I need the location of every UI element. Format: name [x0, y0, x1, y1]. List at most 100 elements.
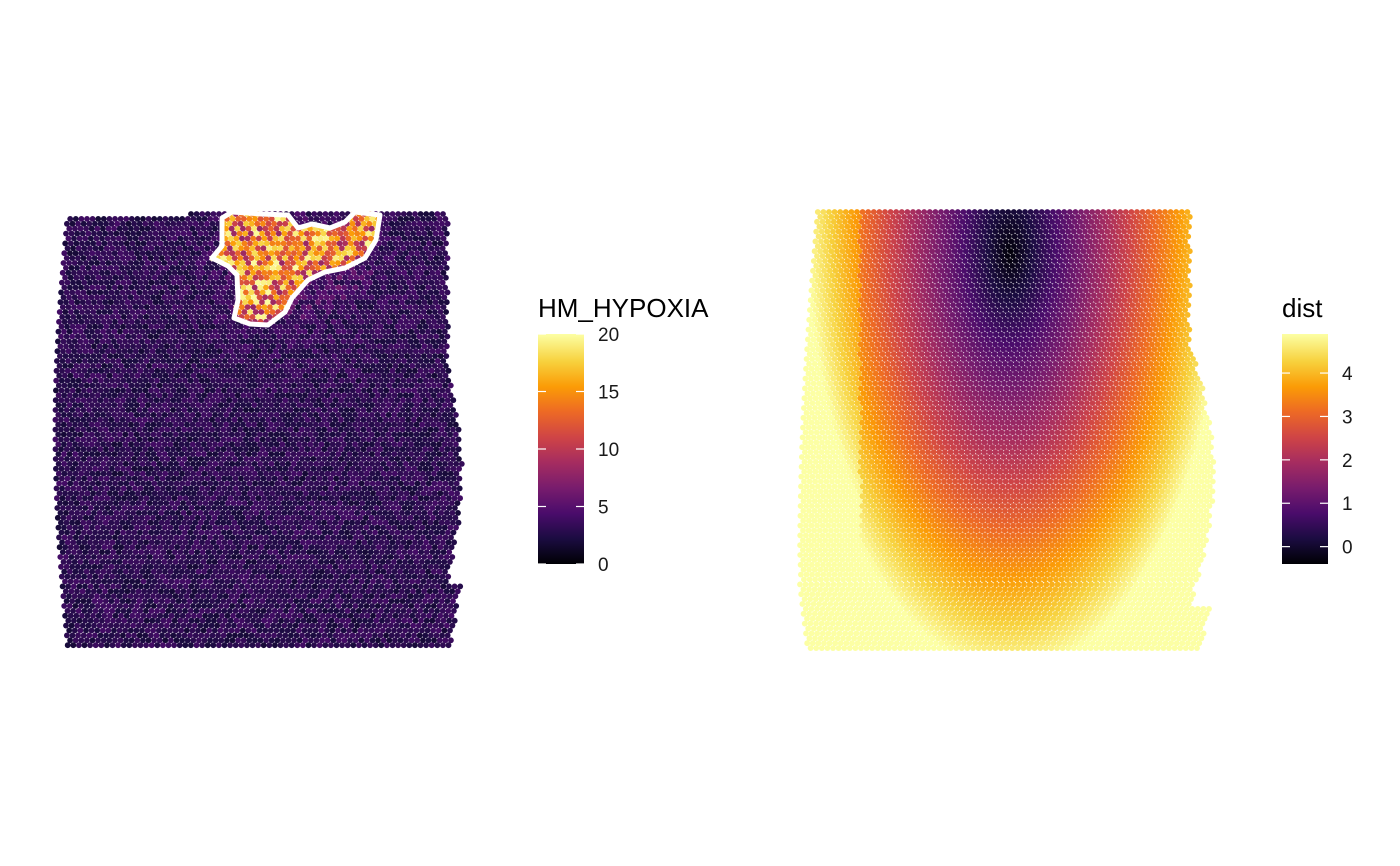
hypoxia-spot	[312, 294, 319, 301]
hypoxia-spot	[356, 539, 362, 546]
hypoxia-spot	[407, 348, 414, 355]
hypoxia-spot	[106, 470, 113, 477]
hypoxia-spot	[363, 328, 370, 335]
hypoxia-spot	[352, 402, 359, 408]
hypoxia-spot	[77, 441, 84, 448]
hypoxia-spot	[120, 485, 127, 492]
hypoxia-spot	[302, 461, 308, 467]
hypoxia-spot	[217, 412, 224, 418]
hypoxia-spot	[136, 446, 143, 453]
hypoxia-spot	[301, 328, 308, 335]
hypoxia-spot	[431, 240, 438, 247]
hypoxia-spot	[148, 465, 155, 472]
hypoxia-spot	[128, 524, 135, 531]
hypoxia-spot	[109, 323, 115, 330]
hypoxia-spot	[357, 421, 364, 428]
hypoxia-spot	[307, 524, 314, 531]
hypoxia-spot	[234, 225, 241, 232]
hypoxia-spot	[73, 490, 80, 497]
hypoxia-spot	[401, 348, 408, 355]
hypoxia-spot	[168, 490, 175, 497]
hypoxia-spot	[313, 250, 320, 257]
hypoxia-spot	[176, 397, 182, 404]
hypoxia-spot	[166, 235, 173, 242]
hypoxia-spot	[312, 338, 319, 345]
hypoxia-spot	[182, 485, 189, 492]
hypoxia-spot	[272, 235, 279, 242]
hypoxia-spot	[276, 416, 283, 423]
hypoxia-spot	[444, 416, 451, 423]
hypoxia-spot	[53, 465, 59, 472]
hypoxia-spot	[165, 475, 172, 482]
hypoxia-spot	[377, 426, 384, 433]
hypoxia-spot	[278, 505, 285, 511]
hypoxia-spot	[63, 333, 70, 340]
hypoxia-spot	[89, 382, 96, 389]
hypoxia-spot	[206, 461, 213, 467]
hypoxia-spot	[294, 495, 301, 502]
hypoxia-spot	[319, 470, 325, 477]
hypoxia-spot	[297, 372, 303, 379]
hypoxia-spot	[324, 431, 330, 438]
hypoxia-spot	[327, 255, 333, 261]
hypoxia-spot	[185, 363, 192, 369]
hypoxia-spot	[100, 250, 107, 257]
hypoxia-spot	[166, 514, 173, 521]
hypoxia-spot	[292, 309, 298, 315]
hypoxia-spot	[284, 514, 291, 521]
hypoxia-spot	[363, 402, 370, 408]
hypoxia-spot	[419, 338, 425, 345]
hypoxia-spot	[440, 304, 447, 310]
hypoxia-spot	[170, 446, 177, 453]
hypoxia-spot	[363, 524, 370, 531]
hypoxia-spot	[190, 250, 197, 257]
hypoxia-spot	[239, 549, 245, 555]
hypoxia-spot	[164, 426, 171, 433]
hypoxia-spot	[267, 338, 274, 345]
hypoxia-spot	[390, 495, 396, 502]
hypoxia-spot	[313, 534, 320, 541]
hypoxia-spot	[237, 529, 244, 536]
hypoxia-spot	[173, 470, 180, 477]
hypoxia-spot	[210, 485, 217, 492]
hypoxia-spot	[316, 456, 322, 462]
hypoxia-spot	[97, 529, 104, 536]
hypoxia-spot	[341, 441, 347, 448]
hypoxia-spot	[227, 495, 234, 502]
hypoxia-spot	[190, 382, 197, 389]
hypoxia-spot	[102, 436, 109, 443]
hypoxia-spot	[296, 451, 303, 457]
hypoxia-spot	[58, 519, 64, 526]
hypoxia-spot	[356, 304, 363, 310]
hypoxia-spot	[332, 446, 339, 453]
hypoxia-spot	[344, 387, 350, 394]
hypoxia-spot	[286, 353, 293, 359]
hypoxia-spot	[129, 372, 135, 379]
hypoxia-spot	[324, 421, 330, 428]
hypoxia-spot	[349, 446, 356, 453]
hypoxia-spot	[229, 470, 236, 477]
hypoxia-spot	[432, 500, 438, 506]
hypoxia-spot	[416, 255, 423, 261]
hypoxia-spot	[400, 367, 407, 374]
hypoxia-spot	[57, 353, 63, 359]
hypoxia-spot	[100, 412, 106, 418]
hypoxia-spot	[118, 353, 125, 359]
hypoxia-spot	[139, 225, 146, 232]
hypoxia-spot	[341, 382, 348, 389]
hypoxia-spot	[356, 485, 362, 492]
hypoxia-spot	[191, 230, 198, 237]
hypoxia-spot	[351, 304, 357, 310]
hypoxia-spot	[244, 235, 251, 242]
hypoxia-spot	[260, 485, 267, 492]
hypoxia-spot	[405, 333, 412, 340]
hypoxia-spot	[103, 407, 109, 413]
hypoxia-spot	[297, 240, 304, 247]
hypoxia-spot	[241, 240, 248, 247]
hypoxia-spot	[252, 490, 259, 497]
hypoxia-spot	[151, 372, 158, 379]
hypoxia-spot	[324, 382, 331, 389]
hypoxia-spot	[378, 358, 385, 364]
hypoxia-spot	[74, 519, 81, 526]
hypoxia-spot	[215, 387, 222, 394]
